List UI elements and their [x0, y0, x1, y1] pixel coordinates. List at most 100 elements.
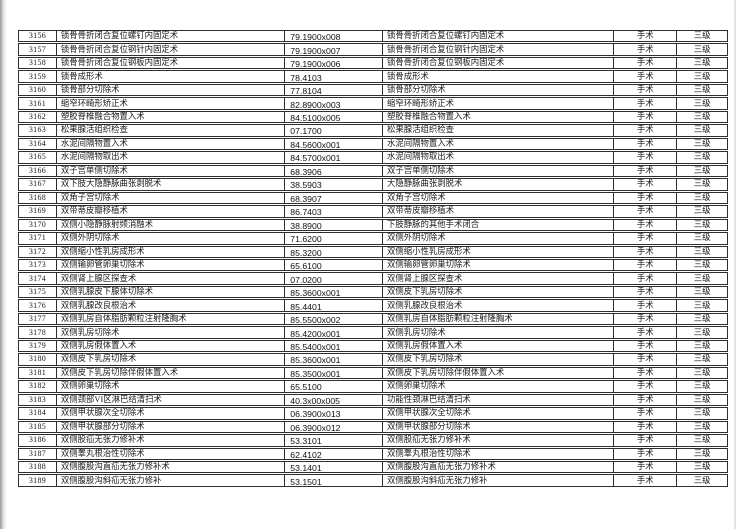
procedure-code-cell: 84.5100x005: [285, 111, 383, 123]
category-cell: 手术: [614, 192, 678, 204]
level-cell: 三级: [693, 31, 711, 41]
level-cell: 三级: [693, 219, 711, 229]
level-cell: 三级: [693, 314, 711, 324]
category-cell: 手术: [614, 111, 678, 123]
table-row: 3172 双侧缩小性乳房成形术 85.3200 双侧缩小性乳房成形术 手术 三级: [18, 245, 728, 258]
procedure-code-cell: 65.6100: [285, 259, 383, 271]
row-number-cell: 3187: [19, 448, 57, 459]
table-row: 3182 双侧卵巢切除术 65.5100 双侧卵巢切除术 手术 三级: [18, 380, 728, 393]
procedure-code-cell: 71.6200: [285, 233, 383, 244]
standard-name-cell: 双侧皮下乳房切除伴假体置入术: [383, 367, 615, 379]
row-number-cell: 3181: [19, 367, 57, 379]
standard-name-cell: 下肢静脉的其他手术闭合: [383, 219, 615, 231]
standard-name-cell: 双侧甲状腺部分切除术: [383, 421, 615, 433]
category-cell: 手术: [614, 408, 678, 419]
procedure-code-cell: 53.1401: [285, 462, 383, 473]
row-number-cell: 3189: [19, 475, 57, 486]
level-cell: 三级: [693, 112, 711, 121]
level-cell: 三级: [693, 475, 711, 485]
table-row: 3178 双侧乳房切除术 85.4200x001 双侧乳房切除术 手术 三级: [18, 326, 728, 339]
procedure-code-cell: 53.1501: [285, 475, 383, 486]
category-cell: 手术: [614, 233, 678, 244]
standard-name-cell: 松果腺活组织检查: [383, 125, 615, 136]
standard-name-cell: 双侧乳房切除术: [383, 327, 615, 338]
standard-name-cell: 缩窄环畸形矫正术: [383, 98, 615, 109]
category-cell: 手术: [614, 206, 678, 217]
row-number-cell: 3165: [19, 152, 57, 163]
category-cell: 手术: [614, 152, 678, 163]
procedure-code-cell: 84.5700x001: [285, 152, 383, 163]
row-number-cell: 3162: [19, 111, 57, 123]
procedure-name-cell: 双侧颈部VI区淋巴结清扫术: [57, 394, 286, 406]
standard-name-cell: 双带蒂皮瓣移植术: [383, 206, 615, 217]
procedure-name-cell: 锁骨部分切除术: [57, 84, 286, 96]
procedure-code-cell: 62.4102: [285, 448, 383, 459]
procedure-code-cell: 07.0200: [285, 273, 383, 284]
category-cell: 手术: [614, 475, 678, 486]
table-row: 3169 双带蒂皮瓣移植术 86.7403 双带蒂皮瓣移植术 手术 三级: [18, 205, 728, 218]
table-row: 3179 双侧乳房假体置入术 85.5400x001 双侧乳房假体置入术 手术 …: [18, 339, 728, 353]
table-row: 3157 锁骨骨折闭合复位钢针内固定术 79.1900x007 锁骨骨折闭合复位…: [18, 43, 728, 56]
table-row: 3184 双侧甲状腺次全切除术 06.3900x013 双侧甲状腺次全切除术 手…: [18, 407, 728, 420]
level-cell: 三级: [693, 340, 711, 350]
table-row: 3171 双侧外阴切除术 71.6200 双侧外阴切除术 手术 三级: [18, 232, 728, 245]
procedure-code-cell: 85.3200: [285, 246, 383, 257]
category-cell: 手术: [614, 246, 678, 257]
standard-name-cell: 双侧卵巢切除术: [383, 381, 615, 392]
procedure-name-cell: 双侧乳房假体置入术: [57, 340, 286, 352]
category-cell: 手术: [614, 340, 678, 352]
row-number-cell: 3161: [19, 98, 57, 109]
procedure-code-cell: 79.1900x008: [285, 31, 383, 42]
level-cell: 三级: [693, 165, 711, 175]
category-cell: 手术: [614, 219, 678, 231]
standard-name-cell: 双侧股疝无张力修补术: [383, 435, 615, 446]
table-row: 3167 双下肢大隐静脉曲张剥脱术 38.5903 大隐静脉曲张剥脱术 手术 三…: [18, 178, 728, 191]
level-cell: 三级: [693, 421, 711, 431]
procedure-code-cell: 06.3900x012: [285, 421, 383, 433]
standard-name-cell: 锁骨部分切除术: [383, 84, 615, 96]
standard-name-cell: 双子宫单侧切除术: [383, 165, 615, 177]
row-number-cell: 3183: [19, 394, 57, 406]
procedure-name-cell: 锁骨骨折闭合复位钢针内固定术: [57, 44, 286, 55]
row-number-cell: 3167: [19, 179, 57, 190]
procedure-code-cell: 06.3900x013: [285, 408, 383, 419]
procedure-code-cell: 79.1900x007: [285, 44, 383, 55]
table-row: 3163 松果腺活组织检查 07.1700 松果腺活组织检查 手术 三级: [18, 124, 728, 137]
standard-name-cell: 双侧腹股沟斜疝无张力修补: [383, 475, 615, 486]
row-number-cell: 3164: [19, 138, 57, 150]
level-cell: 三级: [693, 138, 711, 148]
table-row: 3165 水泥间隔物取出术 84.5700x001 水泥间隔物取出术 手术 三级: [18, 151, 728, 164]
level-cell: 三级: [693, 260, 711, 270]
category-cell: 手术: [614, 98, 678, 109]
procedure-code-cell: 85.5500x002: [285, 313, 383, 325]
procedure-name-cell: 双侧输卵管卵巢切除术: [57, 259, 286, 271]
procedure-name-cell: 双侧睾丸根治性切除术: [57, 448, 286, 459]
category-cell: 手术: [614, 138, 678, 150]
row-number-cell: 3168: [19, 192, 57, 204]
procedure-name-cell: 锁骨骨折闭合复位螺钉内固定术: [57, 31, 286, 42]
standard-name-cell: 大隐静脉曲张剥脱术: [383, 179, 615, 190]
level-cell: 三级: [693, 233, 711, 243]
procedure-table: 3156 锁骨骨折闭合复位螺钉内固定术 79.1900x008 锁骨骨折闭合复位…: [18, 30, 728, 488]
standard-name-cell: 双侧乳房自体脂肪颗粒注射隆胸术: [383, 313, 615, 325]
row-number-cell: 3177: [19, 313, 57, 325]
level-cell: 三级: [693, 435, 711, 445]
standard-name-cell: 锁骨骨折闭合复位螺钉内固定术: [383, 31, 615, 42]
standard-name-cell: 双侧乳腺改良根治术: [383, 300, 615, 311]
standard-name-cell: 双角子宫切除术: [383, 192, 615, 204]
table-row: 3175 双侧乳腺皮下腺体切除术 85.3600x001 双侧皮下乳房切除术 手…: [18, 285, 728, 299]
level-cell: 三级: [693, 206, 711, 216]
procedure-name-cell: 双角子宫切除术: [57, 192, 286, 204]
category-cell: 手术: [614, 31, 678, 42]
procedure-code-cell: 68.3906: [285, 165, 383, 177]
table-row: 3177 双侧乳房自体脂肪颗粒注射隆胸术 85.5500x002 双侧乳房自体脂…: [18, 312, 728, 326]
table-row: 3186 双侧股疝无张力修补术 53.3101 双侧股疝无张力修补术 手术 三级: [18, 434, 728, 447]
row-number-cell: 3188: [19, 462, 57, 473]
level-cell: 三级: [693, 287, 711, 297]
row-number-cell: 3182: [19, 381, 57, 392]
table-row: 3156 锁骨骨折闭合复位螺钉内固定术 79.1900x008 锁骨骨折闭合复位…: [18, 30, 728, 43]
standard-name-cell: 双侧输卵管卵巢切除术: [383, 259, 615, 271]
row-number-cell: 3172: [19, 246, 57, 257]
row-number-cell: 3184: [19, 408, 57, 419]
level-cell: 三级: [693, 394, 711, 404]
